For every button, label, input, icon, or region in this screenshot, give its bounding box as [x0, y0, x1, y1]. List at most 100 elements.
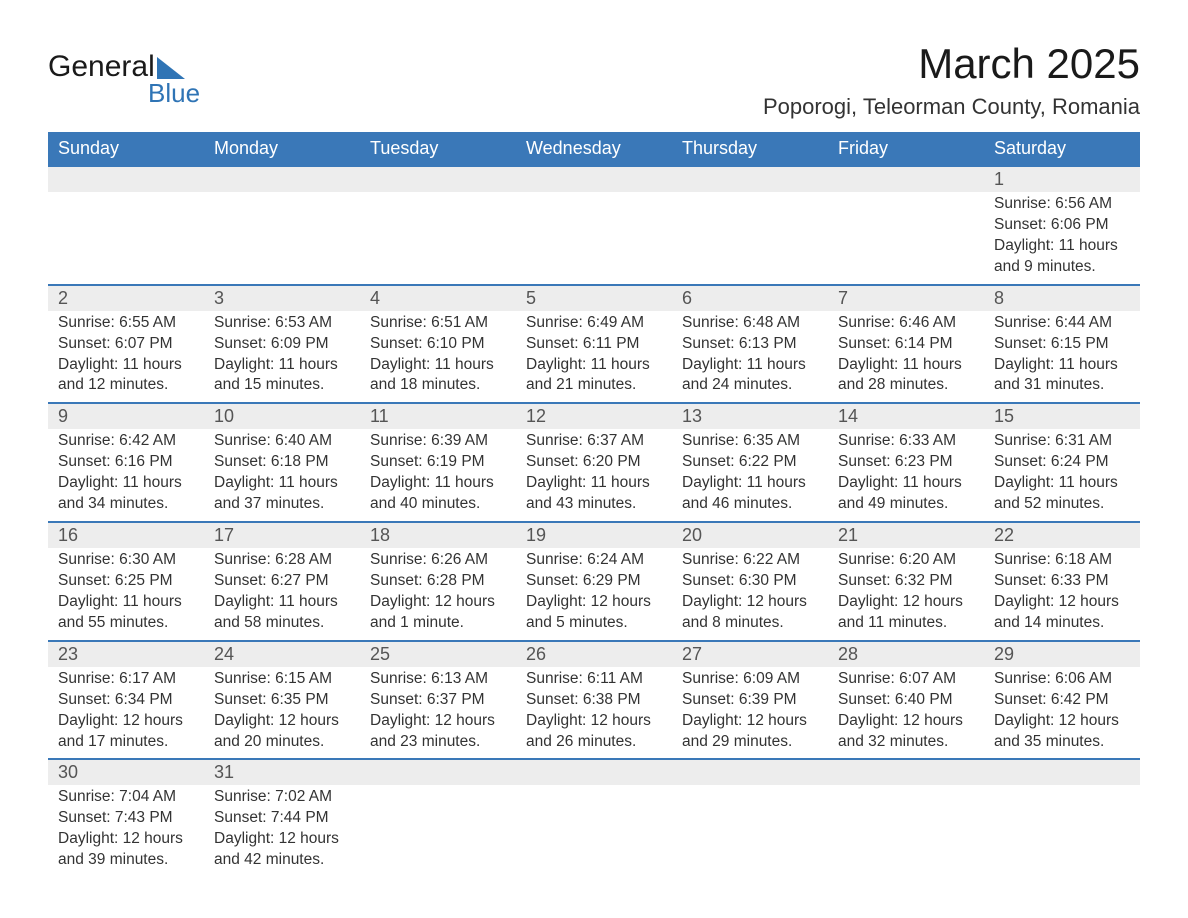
sunrise-line: Sunrise: 6:06 AM	[994, 669, 1130, 690]
day-number: 17	[204, 523, 360, 548]
sunrise-line: Sunrise: 6:40 AM	[214, 431, 350, 452]
day-number: 12	[516, 404, 672, 429]
day-number-cell: 22	[984, 522, 1140, 548]
week-detail-row: Sunrise: 7:04 AMSunset: 7:43 PMDaylight:…	[48, 785, 1140, 877]
sunrise-line: Sunrise: 6:48 AM	[682, 313, 818, 334]
week-detail-row: Sunrise: 6:17 AMSunset: 6:34 PMDaylight:…	[48, 667, 1140, 760]
day-detail-cell: Sunrise: 6:46 AMSunset: 6:14 PMDaylight:…	[828, 311, 984, 404]
sunrise-line: Sunrise: 6:13 AM	[370, 669, 506, 690]
daylight-line2: and 14 minutes.	[994, 613, 1130, 634]
day-detail: Sunrise: 6:18 AMSunset: 6:33 PMDaylight:…	[984, 548, 1140, 640]
sunrise-line: Sunrise: 6:24 AM	[526, 550, 662, 571]
day-number-cell: 1	[984, 166, 1140, 192]
day-detail-cell: Sunrise: 6:40 AMSunset: 6:18 PMDaylight:…	[204, 429, 360, 522]
sunset-line: Sunset: 7:43 PM	[58, 808, 194, 829]
daylight-line1: Daylight: 11 hours	[214, 592, 350, 613]
sunrise-line: Sunrise: 6:09 AM	[682, 669, 818, 690]
day-detail: Sunrise: 6:44 AMSunset: 6:15 PMDaylight:…	[984, 311, 1140, 403]
daylight-line2: and 31 minutes.	[994, 375, 1130, 396]
logo-word2: Blue	[148, 78, 200, 109]
day-detail: Sunrise: 6:30 AMSunset: 6:25 PMDaylight:…	[48, 548, 204, 640]
day-number: 16	[48, 523, 204, 548]
day-detail-cell: Sunrise: 6:49 AMSunset: 6:11 PMDaylight:…	[516, 311, 672, 404]
day-detail-cell	[516, 785, 672, 877]
sunrise-line: Sunrise: 6:28 AM	[214, 550, 350, 571]
day-number-cell	[516, 759, 672, 785]
day-detail-cell: Sunrise: 6:53 AMSunset: 6:09 PMDaylight:…	[204, 311, 360, 404]
daylight-line2: and 49 minutes.	[838, 494, 974, 515]
sunrise-line: Sunrise: 6:31 AM	[994, 431, 1130, 452]
day-detail-cell	[204, 192, 360, 285]
sunrise-line: Sunrise: 6:33 AM	[838, 431, 974, 452]
day-detail: Sunrise: 7:04 AMSunset: 7:43 PMDaylight:…	[48, 785, 204, 877]
header: General Blue March 2025 Poporogi, Teleor…	[48, 40, 1140, 120]
day-number: 30	[48, 760, 204, 785]
day-detail	[828, 785, 984, 793]
week-detail-row: Sunrise: 6:55 AMSunset: 6:07 PMDaylight:…	[48, 311, 1140, 404]
daylight-line1: Daylight: 11 hours	[994, 473, 1130, 494]
day-number: 5	[516, 286, 672, 311]
day-number-cell	[516, 166, 672, 192]
day-detail: Sunrise: 6:09 AMSunset: 6:39 PMDaylight:…	[672, 667, 828, 759]
daylight-line2: and 12 minutes.	[58, 375, 194, 396]
day-detail	[516, 785, 672, 793]
sunrise-line: Sunrise: 6:17 AM	[58, 669, 194, 690]
daylight-line1: Daylight: 12 hours	[58, 829, 194, 850]
day-detail-cell: Sunrise: 6:15 AMSunset: 6:35 PMDaylight:…	[204, 667, 360, 760]
day-number-cell: 3	[204, 285, 360, 311]
day-number-cell: 9	[48, 403, 204, 429]
day-number-cell: 27	[672, 641, 828, 667]
day-number-cell: 28	[828, 641, 984, 667]
week-daynum-row: 16171819202122	[48, 522, 1140, 548]
sunset-line: Sunset: 6:22 PM	[682, 452, 818, 473]
sunset-line: Sunset: 6:06 PM	[994, 215, 1130, 236]
daylight-line2: and 15 minutes.	[214, 375, 350, 396]
sunrise-line: Sunrise: 6:18 AM	[994, 550, 1130, 571]
sunset-line: Sunset: 6:18 PM	[214, 452, 350, 473]
sunset-line: Sunset: 6:27 PM	[214, 571, 350, 592]
weekday-header: Sunday	[48, 132, 204, 166]
week-daynum-row: 2345678	[48, 285, 1140, 311]
sunset-line: Sunset: 6:37 PM	[370, 690, 506, 711]
day-number: 10	[204, 404, 360, 429]
day-number-cell: 12	[516, 403, 672, 429]
day-detail: Sunrise: 6:15 AMSunset: 6:35 PMDaylight:…	[204, 667, 360, 759]
sunset-line: Sunset: 6:09 PM	[214, 334, 350, 355]
day-number-cell: 7	[828, 285, 984, 311]
day-detail	[672, 785, 828, 793]
daylight-line2: and 39 minutes.	[58, 850, 194, 871]
sunrise-line: Sunrise: 7:04 AM	[58, 787, 194, 808]
sunset-line: Sunset: 6:28 PM	[370, 571, 506, 592]
sunrise-line: Sunrise: 6:42 AM	[58, 431, 194, 452]
day-detail: Sunrise: 6:56 AMSunset: 6:06 PMDaylight:…	[984, 192, 1140, 284]
day-number: 4	[360, 286, 516, 311]
sunrise-line: Sunrise: 6:39 AM	[370, 431, 506, 452]
day-number	[204, 167, 360, 171]
day-number: 2	[48, 286, 204, 311]
daylight-line2: and 1 minute.	[370, 613, 506, 634]
day-detail-cell	[828, 785, 984, 877]
day-detail-cell	[828, 192, 984, 285]
day-detail: Sunrise: 6:48 AMSunset: 6:13 PMDaylight:…	[672, 311, 828, 403]
day-number-cell	[828, 759, 984, 785]
sunrise-line: Sunrise: 7:02 AM	[214, 787, 350, 808]
daylight-line1: Daylight: 12 hours	[526, 592, 662, 613]
weekday-header-row: Sunday Monday Tuesday Wednesday Thursday…	[48, 132, 1140, 166]
daylight-line2: and 29 minutes.	[682, 732, 818, 753]
daylight-line2: and 17 minutes.	[58, 732, 194, 753]
sunrise-line: Sunrise: 6:07 AM	[838, 669, 974, 690]
daylight-line2: and 32 minutes.	[838, 732, 974, 753]
day-number: 15	[984, 404, 1140, 429]
day-detail-cell	[672, 785, 828, 877]
week-detail-row: Sunrise: 6:56 AMSunset: 6:06 PMDaylight:…	[48, 192, 1140, 285]
daylight-line2: and 35 minutes.	[994, 732, 1130, 753]
day-number-cell: 21	[828, 522, 984, 548]
daylight-line1: Daylight: 12 hours	[838, 711, 974, 732]
daylight-line1: Daylight: 11 hours	[214, 355, 350, 376]
sunrise-line: Sunrise: 6:22 AM	[682, 550, 818, 571]
daylight-line1: Daylight: 12 hours	[58, 711, 194, 732]
day-number-cell	[672, 759, 828, 785]
week-daynum-row: 9101112131415	[48, 403, 1140, 429]
weekday-header: Friday	[828, 132, 984, 166]
day-detail-cell: Sunrise: 6:31 AMSunset: 6:24 PMDaylight:…	[984, 429, 1140, 522]
